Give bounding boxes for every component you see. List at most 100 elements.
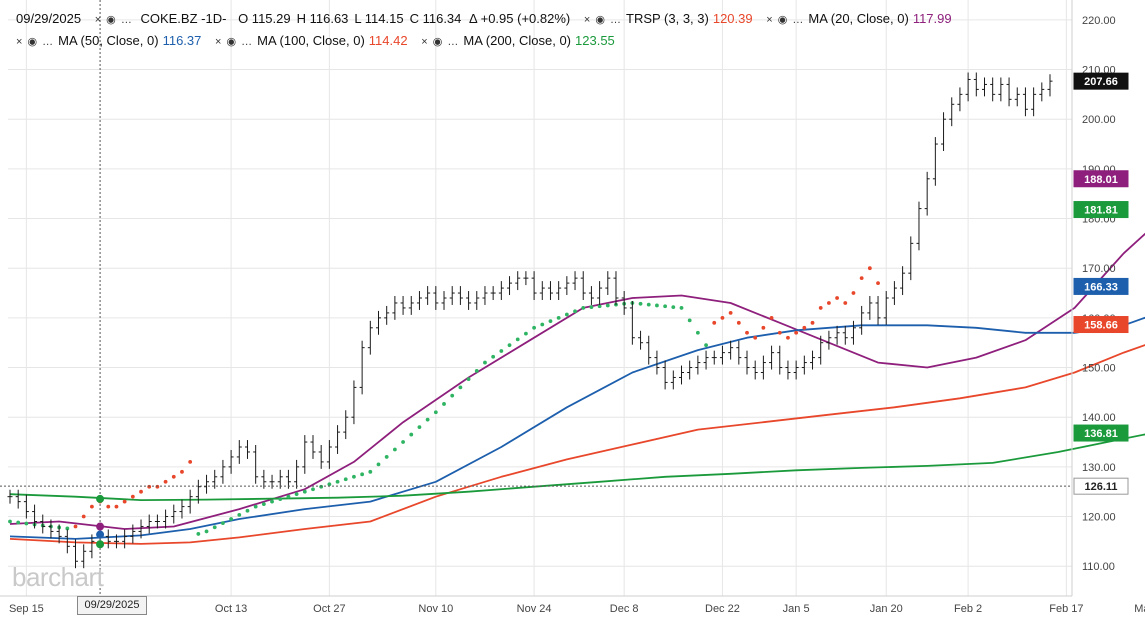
trsp-dot xyxy=(556,315,561,320)
indicator-ma200: × ◉ … MA (200, Close, 0) 123.55 xyxy=(421,33,615,48)
chart-legend: 09/29/2025 × ◉ … COKE.BZ -1D- O 115.29 H … xyxy=(16,8,962,52)
price-tick-label: 140.00 xyxy=(1082,412,1116,424)
price-label-box xyxy=(1073,170,1129,188)
trsp-dot xyxy=(417,425,422,430)
trsp-dot xyxy=(286,494,291,499)
time-tick-label: Oct 13 xyxy=(215,603,247,615)
indicator-label: MA (200, Close, 0) xyxy=(463,33,572,48)
ohlc-o-key: O xyxy=(238,11,249,26)
trsp-dot xyxy=(663,304,668,309)
trsp-dot xyxy=(474,368,479,373)
trsp-dot xyxy=(311,487,315,492)
trsp-dot xyxy=(524,331,528,336)
price-labels: 207.66 188.01 181.81 166.33 158.66 136.81 126.… xyxy=(1073,72,1129,495)
trsp-dot xyxy=(302,489,307,494)
trsp-dot xyxy=(130,494,135,499)
trsp-dot xyxy=(352,474,356,479)
price-label: 181.81 xyxy=(1073,201,1129,219)
indicator-ma20: × ◉ … MA (20, Close, 0) 117.99 xyxy=(766,11,951,26)
price-label-box xyxy=(1073,424,1129,442)
trsp-dot xyxy=(786,335,790,340)
trsp-dot xyxy=(81,514,86,519)
price-tick-label: 130.00 xyxy=(1082,462,1116,474)
trsp-dot xyxy=(401,440,405,444)
price-tick-label: 170.00 xyxy=(1082,263,1116,275)
indicator-controls-icon[interactable]: × ◉ … xyxy=(16,36,55,48)
time-tick-label: Jan 5 xyxy=(783,603,810,615)
price-tick-label: 120.00 xyxy=(1082,512,1116,524)
trsp-dot xyxy=(851,291,856,295)
chart-grid xyxy=(8,0,1072,596)
trsp-dot xyxy=(802,325,807,330)
trsp-dot xyxy=(122,499,127,504)
indicator-controls-icon[interactable]: × ◉ … xyxy=(215,36,254,48)
trsp-dot xyxy=(573,309,577,314)
indicator-controls-icon[interactable]: × ◉ … xyxy=(583,14,622,26)
trsp-dot xyxy=(679,306,684,310)
price-label-text: 207.66 xyxy=(1084,76,1118,88)
price-tick-label: 110.00 xyxy=(1082,561,1115,573)
price-label: 207.66 xyxy=(1073,72,1129,90)
trsp-dot xyxy=(867,266,872,271)
indicator-controls-icon[interactable]: × ◉ … xyxy=(766,14,805,26)
trsp-dot xyxy=(253,504,258,509)
price-label: 188.01 xyxy=(1073,170,1129,188)
trsp-dot xyxy=(491,354,496,359)
time-tick-label: Feb 17 xyxy=(1049,603,1083,615)
price-label-box xyxy=(1073,72,1129,90)
trsp-dot xyxy=(155,484,160,489)
ohlc-l-key: L xyxy=(354,11,362,26)
indicator-ma100: × ◉ … MA (100, Close, 0) 114.42 xyxy=(215,33,408,48)
trsp-dot xyxy=(581,306,586,310)
trsp-dot xyxy=(450,393,455,398)
trsp-dot xyxy=(114,504,119,509)
trsp-dot xyxy=(761,325,766,330)
trsp-dot xyxy=(327,482,332,487)
trsp-dot xyxy=(605,303,610,308)
trsp-dot xyxy=(319,484,324,489)
trsp-dot xyxy=(221,521,225,526)
indicator-label: TRSP (3, 3, 3) xyxy=(626,11,709,26)
trsp-dot xyxy=(835,296,839,300)
time-tick-label: Dec 8 xyxy=(610,603,639,615)
time-tick-label: Sep 15 xyxy=(9,603,44,615)
trsp-dot xyxy=(196,532,201,536)
price-tick-label: 150.00 xyxy=(1082,363,1116,375)
time-tick-label: Jan 20 xyxy=(870,603,903,615)
legend-row-1: 09/29/2025 × ◉ … COKE.BZ -1D- O 115.29 H … xyxy=(16,8,962,30)
trsp-dot xyxy=(106,504,111,509)
trsp-dots xyxy=(8,266,880,536)
price-label-text: 181.81 xyxy=(1084,205,1118,217)
trsp-dot xyxy=(736,320,741,325)
trsp-dot xyxy=(859,276,864,281)
trsp-dot xyxy=(843,301,848,305)
legend-row-2: × ◉ … MA (50, Close, 0) 116.37 × ◉ … MA (10… xyxy=(16,30,962,52)
indicator-value: 117.99 xyxy=(912,11,952,26)
trsp-dot xyxy=(442,402,446,406)
trsp-dot xyxy=(671,305,676,310)
trsp-dot xyxy=(73,524,78,529)
trsp-dot xyxy=(794,330,799,335)
trsp-dot xyxy=(810,320,815,325)
symbol-controls-icon[interactable]: × ◉ … xyxy=(94,14,133,26)
trsp-dot xyxy=(704,343,708,348)
ohlc-h-value: 116.63 xyxy=(306,11,349,26)
ohlc-o-value: 115.29 xyxy=(248,11,291,26)
time-axis[interactable]: Sep 15 Oct 13 Oct 27 Nov 10 Nov 24 Dec 8 Dec 2… xyxy=(9,603,1145,615)
ma200-marker xyxy=(96,494,105,503)
indicator-value: 123.55 xyxy=(575,33,615,48)
legend-change: Δ +0.95 (+0.82%) xyxy=(469,11,571,26)
time-tick-label: Dec 22 xyxy=(705,603,740,615)
indicator-ma50: × ◉ … MA (50, Close, 0) 116.37 xyxy=(16,33,201,48)
price-label-box xyxy=(1073,201,1129,219)
legend-date: 09/29/2025 xyxy=(16,11,82,26)
indicator-controls-icon[interactable]: × ◉ … xyxy=(421,36,460,48)
price-label-text: 136.81 xyxy=(1084,428,1118,440)
crosshair xyxy=(0,0,1072,596)
ohlc-c-key: C xyxy=(409,11,419,26)
trsp-dot xyxy=(753,335,758,340)
trsp-dot xyxy=(564,312,569,317)
price-axis[interactable]: 110.00120.00130.00140.00150.00160.00170.… xyxy=(0,0,1116,597)
price-tick-label: 200.00 xyxy=(1082,114,1116,126)
